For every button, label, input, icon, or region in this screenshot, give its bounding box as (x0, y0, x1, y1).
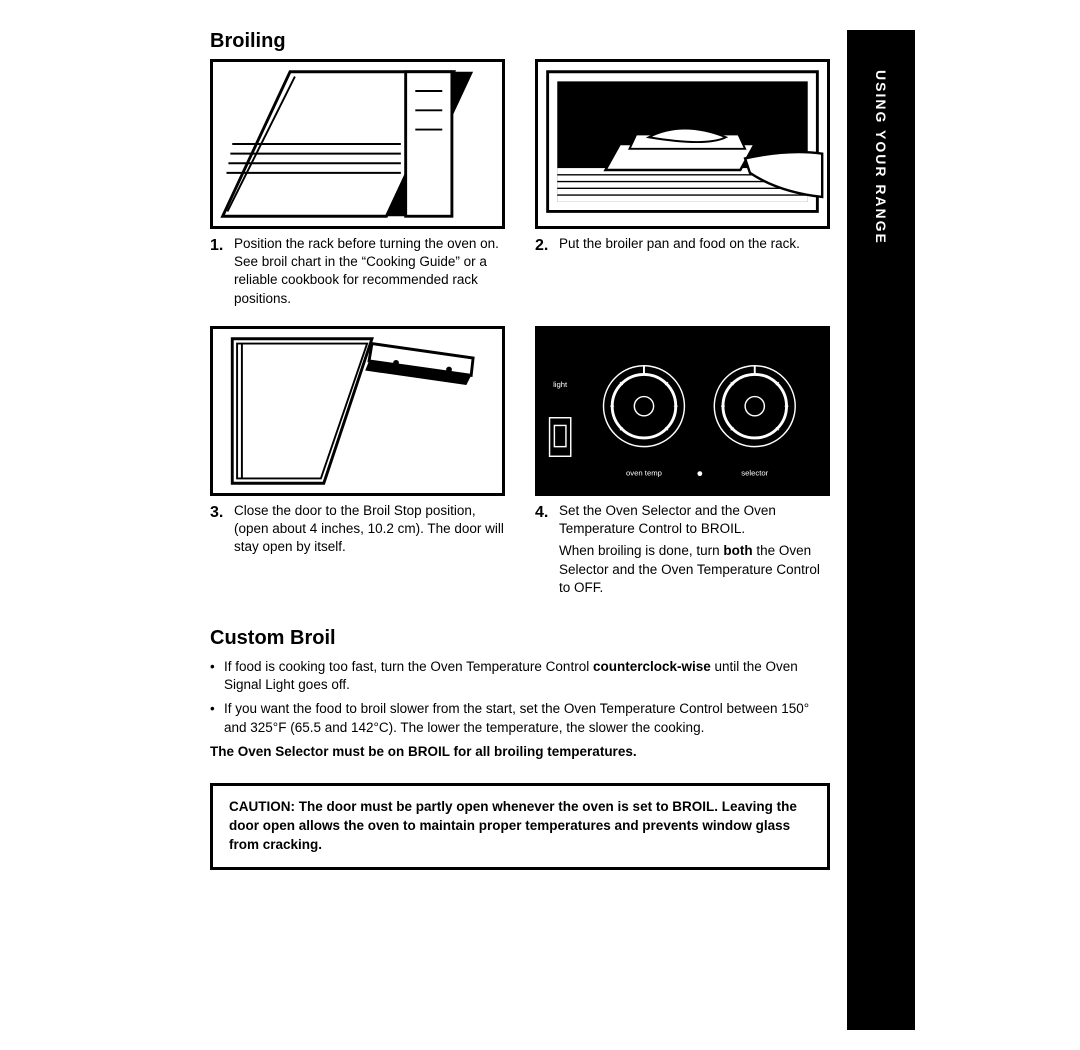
step-2-text: Put the broiler pan and food on the rack… (559, 235, 800, 257)
bullet-1: • If food is cooking too fast, turn the … (210, 658, 830, 694)
step-4-p1: Set the Oven Selector and the Oven Tempe… (559, 502, 830, 538)
step-1-number: 1. (210, 235, 228, 308)
custom-broil-list: • If food is cooking too fast, turn the … (210, 658, 830, 737)
bullet-1-pre: If food is cooking too fast, turn the Ov… (224, 659, 593, 674)
caution-box: CAUTION: The door must be partly open wh… (210, 783, 830, 870)
fig4-left-label: oven temp (626, 468, 662, 477)
bullet-dot-icon: • (210, 700, 224, 736)
page-number: 9 (898, 1015, 905, 1030)
figure-broiler-pan (535, 59, 830, 229)
step-4-p2-pre: When broiling is done, turn (559, 543, 723, 558)
selector-note: The Oven Selector must be on BROIL for a… (210, 743, 830, 761)
step-2: 2. Put the broiler pan and food on the r… (535, 235, 830, 257)
bullet-2: • If you want the food to broil slower f… (210, 700, 830, 736)
bullet-2-text: If you want the food to broil slower fro… (224, 700, 830, 736)
fig4-light-label: light (553, 380, 568, 389)
bullet-dot-icon: • (210, 658, 224, 694)
manual-page: Broiling (210, 30, 830, 870)
step-4-cell: light oven temp selector 4. Set the Oven… (535, 326, 830, 601)
side-tab-label: USING YOUR RANGE (873, 70, 889, 245)
step-4-text: Set the Oven Selector and the Oven Tempe… (559, 502, 830, 601)
step-4-p2-bold: both (723, 543, 752, 558)
step-3-text: Close the door to the Broil Stop positio… (234, 502, 505, 557)
step-1-cell: 1. Position the rack before turning the … (210, 59, 505, 308)
side-tab: USING YOUR RANGE (847, 30, 915, 1030)
step-2-cell: 2. Put the broiler pan and food on the r… (535, 59, 830, 308)
section-heading: Broiling (210, 30, 830, 53)
step-3-cell: 3. Close the door to the Broil Stop posi… (210, 326, 505, 601)
step-3-number: 3. (210, 502, 228, 557)
fig4-right-label: selector (741, 468, 768, 477)
step-1-text: Position the rack before turning the ove… (234, 235, 505, 308)
figure-door-broil-stop (210, 326, 505, 496)
step-3: 3. Close the door to the Broil Stop posi… (210, 502, 505, 557)
figure-oven-rack (210, 59, 505, 229)
custom-broil-heading: Custom Broil (210, 627, 830, 650)
step-2-number: 2. (535, 235, 553, 257)
bullet-1-text: If food is cooking too fast, turn the Ov… (224, 658, 830, 694)
step-4-number: 4. (535, 502, 553, 601)
step-4-p2: When broiling is done, turn both the Ove… (559, 542, 830, 597)
step-4: 4. Set the Oven Selector and the Oven Te… (535, 502, 830, 601)
figure-control-dials: light oven temp selector (535, 326, 830, 496)
step-1: 1. Position the rack before turning the … (210, 235, 505, 308)
bullet-1-bold: counterclock-wise (593, 659, 711, 674)
